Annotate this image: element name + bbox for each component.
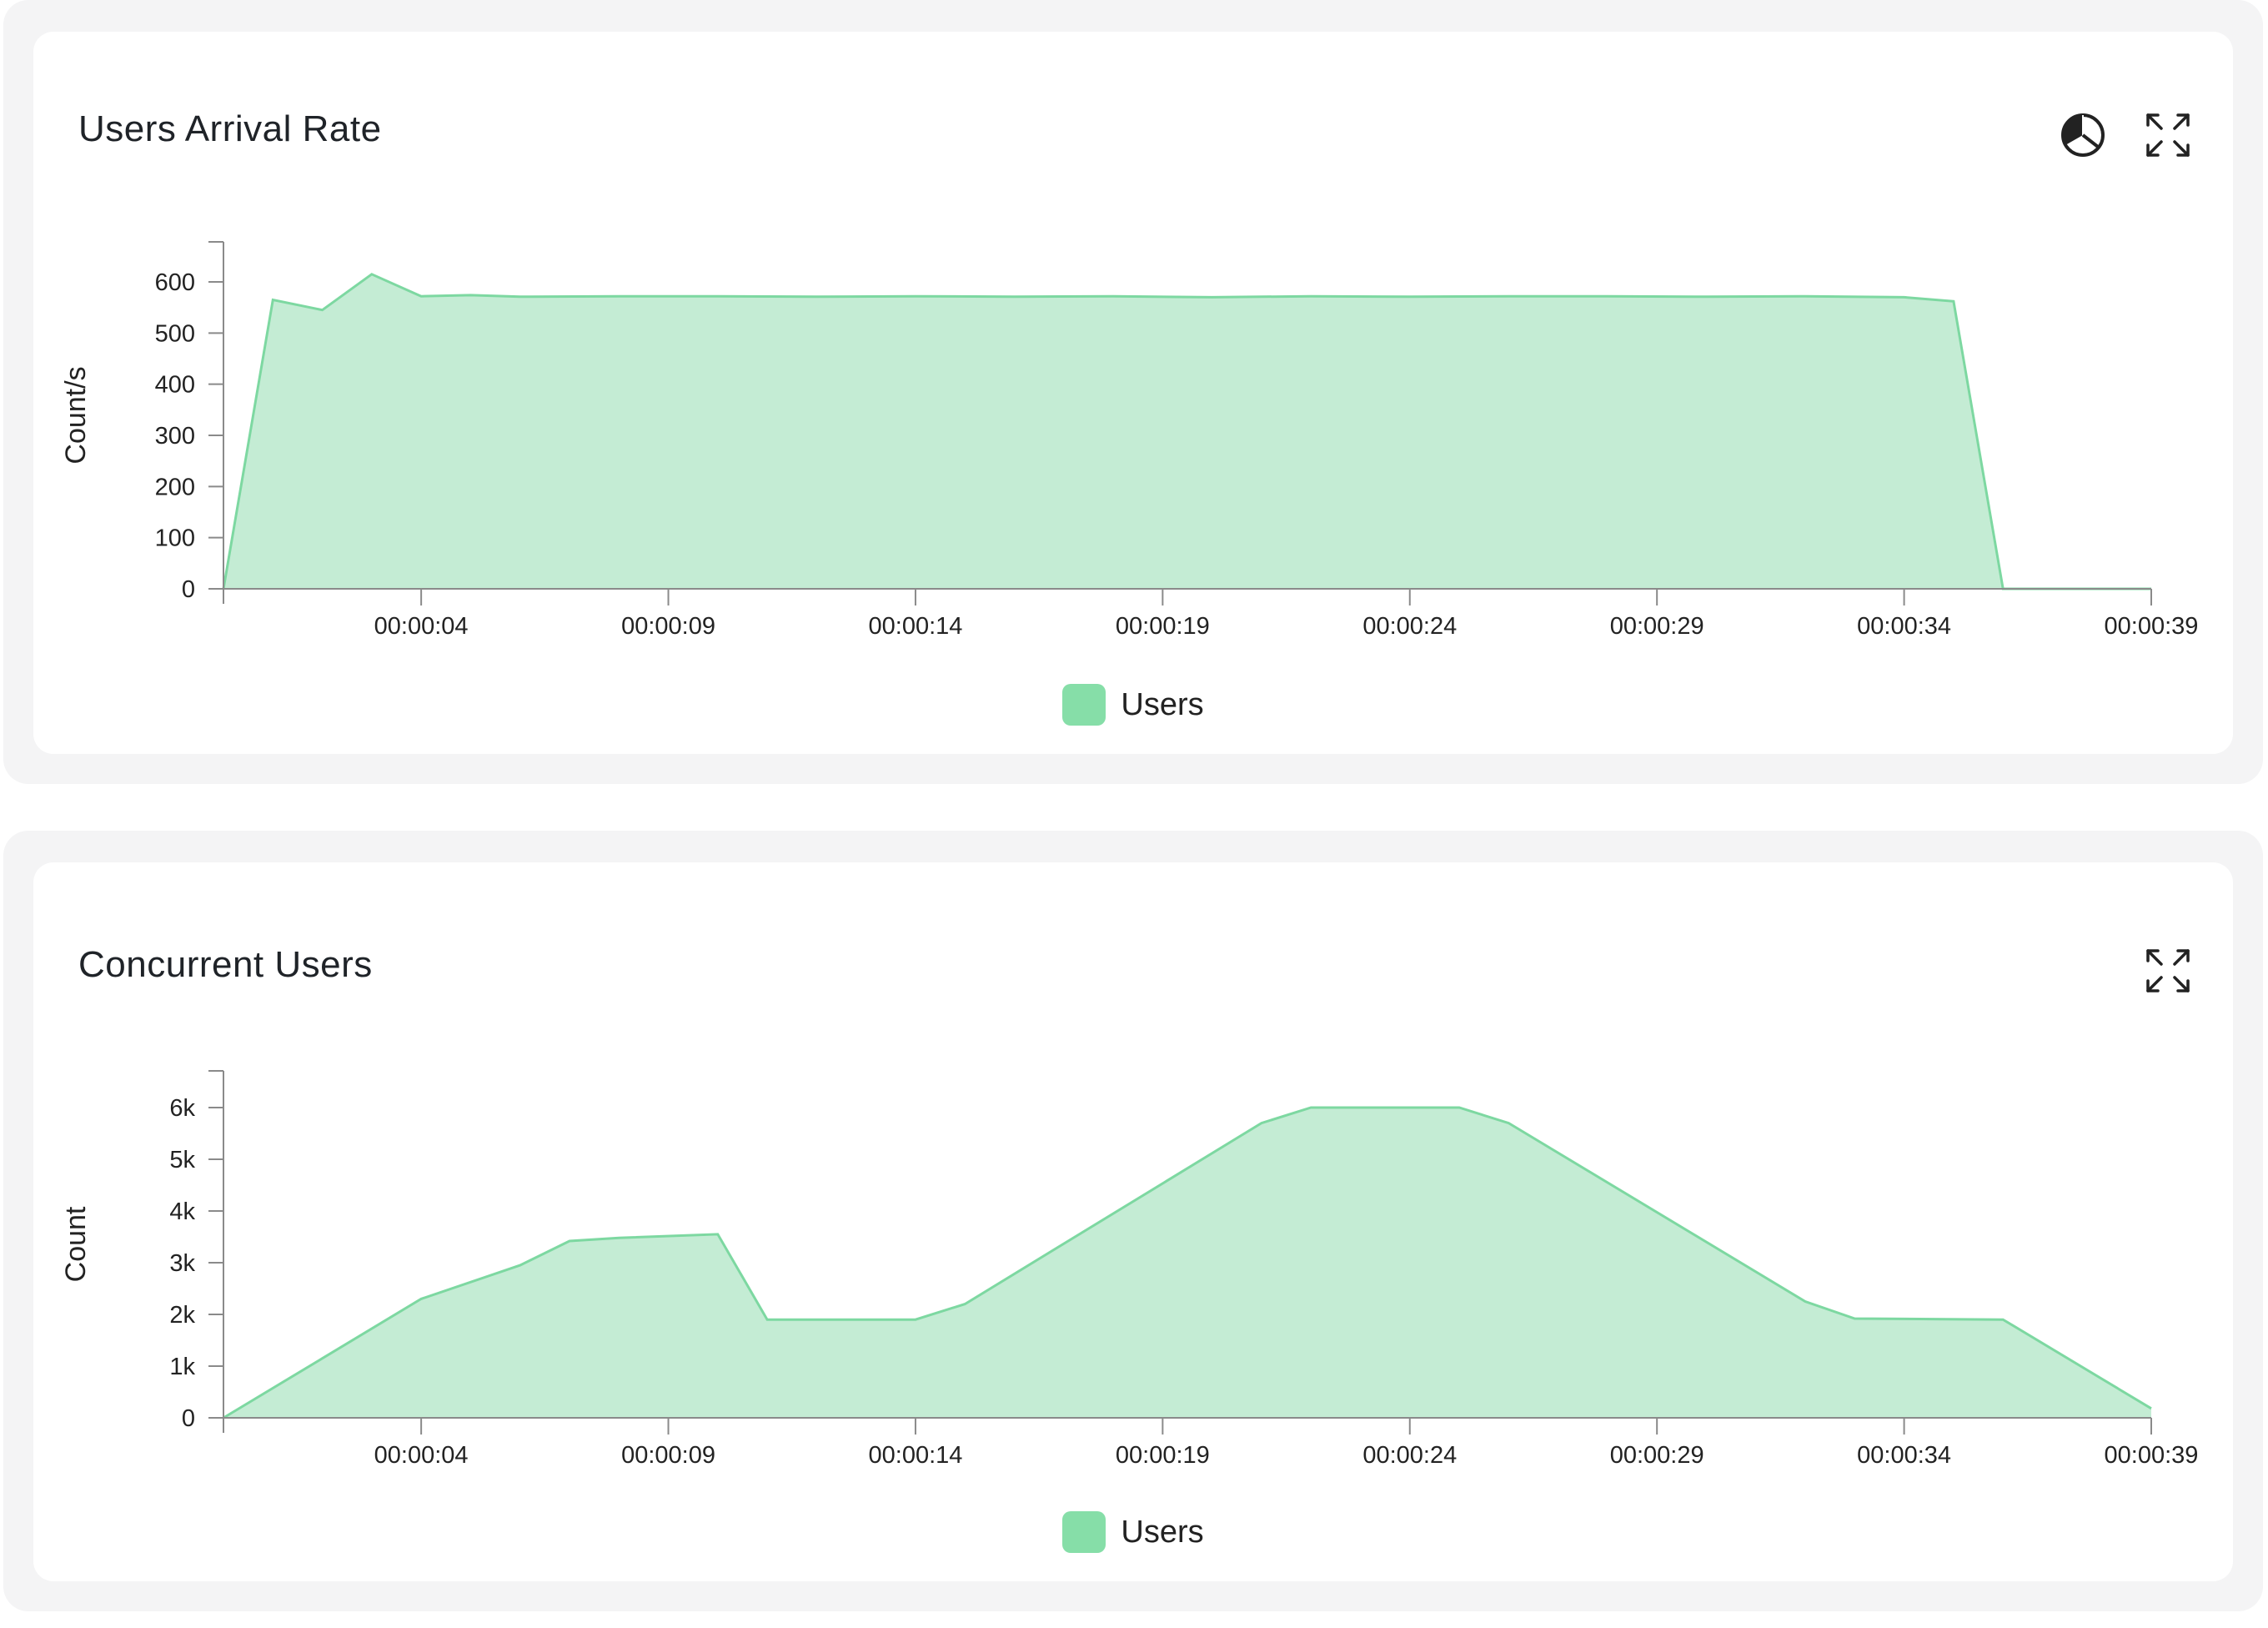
x-tick-label: 00:00:24 [1362, 1442, 1457, 1469]
series-line-users [223, 1106, 2152, 1419]
area-fill-users [223, 1108, 2151, 1418]
x-tick-label: 00:00:39 [2105, 613, 2199, 640]
arrival-rate-chart: 0 100 200 300 400 500 600 00:00:04 00:00:09 00:00… [60, 241, 2199, 640]
expand-icon[interactable] [2141, 944, 2195, 997]
y-tick-label: 200 [155, 474, 195, 500]
series-line-users [222, 273, 2151, 590]
y-tick-label: 0 [182, 1405, 195, 1432]
x-tick-label: 00:00:34 [1857, 613, 1951, 640]
y-tick-label: 2k [169, 1302, 195, 1329]
legend-swatch [1062, 684, 1106, 726]
x-tick-label: 00:00:19 [1116, 613, 1210, 640]
x-tick-label: 00:00:04 [374, 613, 469, 640]
x-tick-label: 00:00:04 [374, 1442, 469, 1469]
legend-label: Users [1121, 1514, 1204, 1550]
y-tick-label: 500 [155, 320, 195, 347]
legend-swatch [1062, 1511, 1106, 1553]
y-tick-label: 100 [155, 525, 195, 552]
x-tick-label: 00:00:29 [1610, 613, 1704, 640]
y-tick-label: 1k [169, 1354, 195, 1380]
x-tick-label: 00:00:14 [869, 1442, 963, 1469]
y-tick-label: 400 [155, 372, 195, 399]
x-tick-label: 00:00:09 [621, 1442, 715, 1469]
arrival-rate-card: Users Arrival Rate 0 100 200 300 400 500 600 00… [33, 32, 2233, 754]
arrival-rate-panel: Users Arrival Rate 0 100 200 300 400 500 600 00… [3, 0, 2263, 784]
concurrent-users-chart: 0 1k 2k 3k 4k 5k 6k 00:00:04 00:00:09 00:00:14 00:… [60, 1070, 2199, 1469]
y-tick-label: 0 [182, 576, 195, 603]
area-fill-users [223, 274, 2151, 589]
panel-title: Users Arrival Rate [78, 108, 382, 149]
y-tick-label: 4k [169, 1198, 195, 1225]
y-axis-title: Count [60, 1206, 92, 1282]
x-tick-label: 00:00:19 [1116, 1442, 1210, 1469]
y-tick-label: 6k [169, 1095, 195, 1122]
y-tick-label: 600 [155, 269, 195, 296]
panel-title: Concurrent Users [78, 944, 373, 985]
legend-item-users[interactable]: Users [33, 684, 2233, 726]
x-tick-label: 00:00:09 [621, 613, 715, 640]
x-tick-label: 00:00:14 [869, 613, 963, 640]
pie-chart-icon[interactable] [2056, 108, 2110, 162]
y-axis-title: Count/s [60, 366, 92, 464]
legend-item-users[interactable]: Users [33, 1511, 2233, 1553]
x-tick-label: 00:00:34 [1857, 1442, 1951, 1469]
y-tick-label: 5k [169, 1147, 195, 1173]
x-tick-label: 00:00:24 [1362, 613, 1457, 640]
expand-icon[interactable] [2141, 108, 2195, 162]
y-tick-label: 3k [169, 1250, 195, 1277]
concurrent-users-panel: Concurrent Users 0 1k 2k 3k 4k 5k 6k 00:00:04 00… [3, 831, 2263, 1611]
x-tick-label: 00:00:39 [2105, 1442, 2199, 1469]
x-tick-label: 00:00:29 [1610, 1442, 1704, 1469]
concurrent-users-card: Concurrent Users 0 1k 2k 3k 4k 5k 6k 00:00:04 00… [33, 862, 2233, 1581]
y-tick-label: 300 [155, 423, 195, 450]
legend-label: Users [1121, 686, 1204, 722]
